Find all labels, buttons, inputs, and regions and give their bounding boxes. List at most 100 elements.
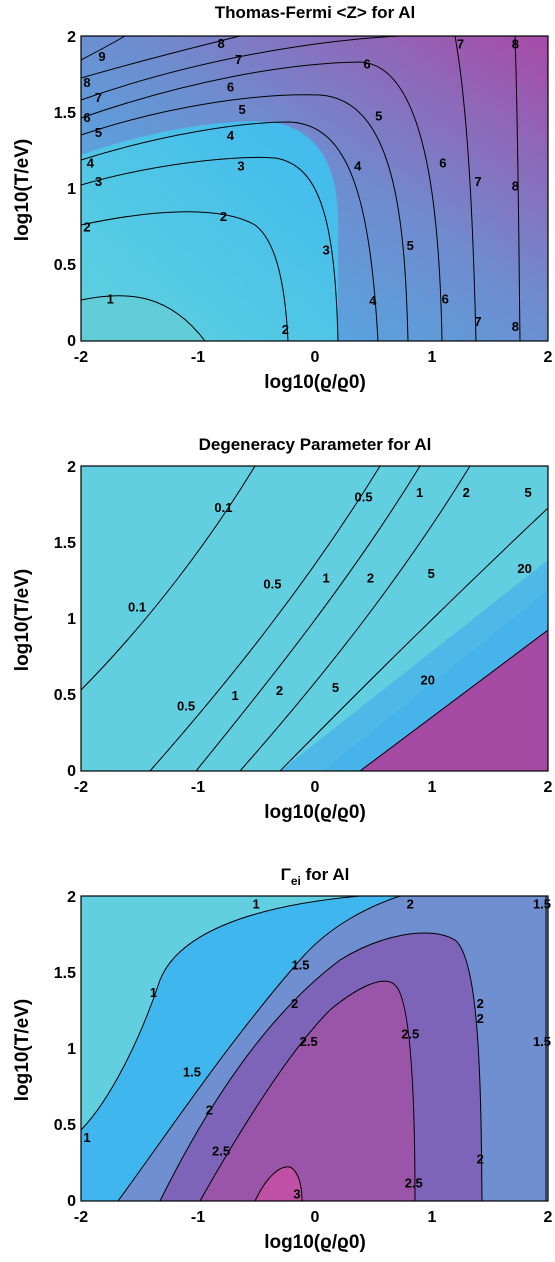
x-tick: 2 [544,349,553,366]
contour-label: 1 [253,897,260,912]
contour-label: 4 [354,159,362,174]
contour-line-0.5 [149,465,381,772]
plot-frame [80,895,549,1202]
contour-label: 7 [95,90,102,105]
contour-line-1 [80,895,361,1131]
x-tick: -1 [191,1209,205,1226]
panel-gamma-ei: Γei for Al 1111.51.51.51.52222222.52.52.… [12,865,553,1253]
contour-fill-3 [255,1166,302,1201]
x-tick: -2 [74,779,88,796]
chart-title: Thomas-Fermi <Z> for Al [215,3,416,22]
panel-degeneracy: Degeneracy Parameter for Al 0.1 0.1 0.5 0.5… [12,435,553,823]
contour-line-9 [80,35,126,61]
contour-label: 2 [477,1011,484,1026]
contour-fill-lowest [81,295,205,341]
contour-label: 1 [323,570,330,585]
contour-label: 0.5 [354,490,372,505]
contour-label: 1 [83,1130,90,1145]
contour-label: 1 [231,688,238,703]
x-axis-label: log10(ϱ/ϱ0) [264,1232,366,1253]
plot-frame [80,465,549,772]
x-tick: -1 [191,779,205,796]
contour-label: 7 [474,314,481,329]
contour-label: 8 [512,37,519,52]
contour-line-2 [239,465,471,772]
contour-label: 6 [363,56,370,71]
contour-label: 3 [95,174,102,189]
contour-line-2 [159,932,483,1202]
x-axis-label: log10(ϱ/ϱ0) [264,802,366,823]
x-tick: 0 [311,779,320,796]
y-tick: 1 [67,1041,76,1058]
x-tick: 1 [428,779,437,796]
y-tick: 1 [67,181,76,198]
contour-label: 6 [442,291,449,306]
contour-line-5 [279,507,549,772]
contour-line-6 [80,61,443,342]
y-tick: 2 [67,459,76,476]
contour-label: 8 [512,319,519,334]
contour-label: 20 [517,561,531,576]
contour-label: 5 [428,566,435,581]
contour-label: 5 [407,238,414,253]
contour-line-3 [80,156,339,342]
y-ticks: 0 0.5 1 1.5 2 [54,889,76,1210]
title-sub: ei [291,874,301,888]
contour-label: 5 [332,680,339,695]
contour-fill-2.5 [200,981,415,1201]
title-main: Γ [281,865,291,884]
contour-fill-low [81,121,339,341]
y-tick: 0.5 [54,687,76,704]
contour-label: 1.5 [533,1034,551,1049]
y-tick: 2 [67,889,76,906]
title-rest: for Al [301,865,349,884]
x-tick: 1 [428,1209,437,1226]
contour-label: 0.1 [214,500,232,515]
chart-title: Degeneracy Parameter for Al [199,435,432,454]
contour-line-1 [80,295,206,342]
y-tick: 1.5 [54,965,76,982]
contour-line-7 [80,35,477,342]
contour-label: 0.1 [128,599,146,614]
x-tick: 2 [544,1209,553,1226]
y-tick: 0 [67,333,76,350]
contour-line-2.5 [199,980,416,1202]
x-tick: -2 [74,349,88,366]
x-ticks: -2 -1 0 1 2 [74,779,553,796]
x-tick: 0 [311,1209,320,1226]
y-tick: 2 [67,29,76,46]
contour-label: 3 [293,1186,300,1201]
contour-line-1 [195,465,421,772]
plot-frame [80,35,549,342]
x-tick: -1 [191,349,205,366]
contour-label: 1 [107,291,114,306]
contour-label: 3 [237,159,244,174]
chart-title: Γei for Al [281,865,350,888]
contour-label: 6 [227,79,234,94]
contour-line-5 [80,94,409,342]
contour-line-0.1 [80,465,256,691]
contour-label: 2.5 [401,1026,419,1041]
contour-label: 1.5 [533,897,551,912]
contour-label: 8 [512,178,519,193]
x-tick: -2 [74,1209,88,1226]
y-axis-label: log10(T/eV) [12,569,33,671]
contour-label: 5 [95,125,102,140]
contour-line-8 [80,35,521,342]
contour-label: 7 [474,174,481,189]
x-axis-label: log10(ϱ/ϱ0) [264,372,366,393]
contour-line-2 [80,211,289,342]
contour-line-20 [359,629,549,772]
contour-label: 20 [421,673,435,688]
contour-label: 2 [83,220,90,235]
contour-label: 1 [416,485,423,500]
y-ticks: 0 0.5 1 1.5 2 [54,459,76,780]
contour-label: 2 [282,322,289,337]
contour-label: 6 [439,156,446,171]
contour-label: 2.5 [405,1176,423,1191]
x-tick: 1 [428,349,437,366]
y-tick: 0.5 [54,1117,76,1134]
contour-label: 0.5 [177,698,195,713]
